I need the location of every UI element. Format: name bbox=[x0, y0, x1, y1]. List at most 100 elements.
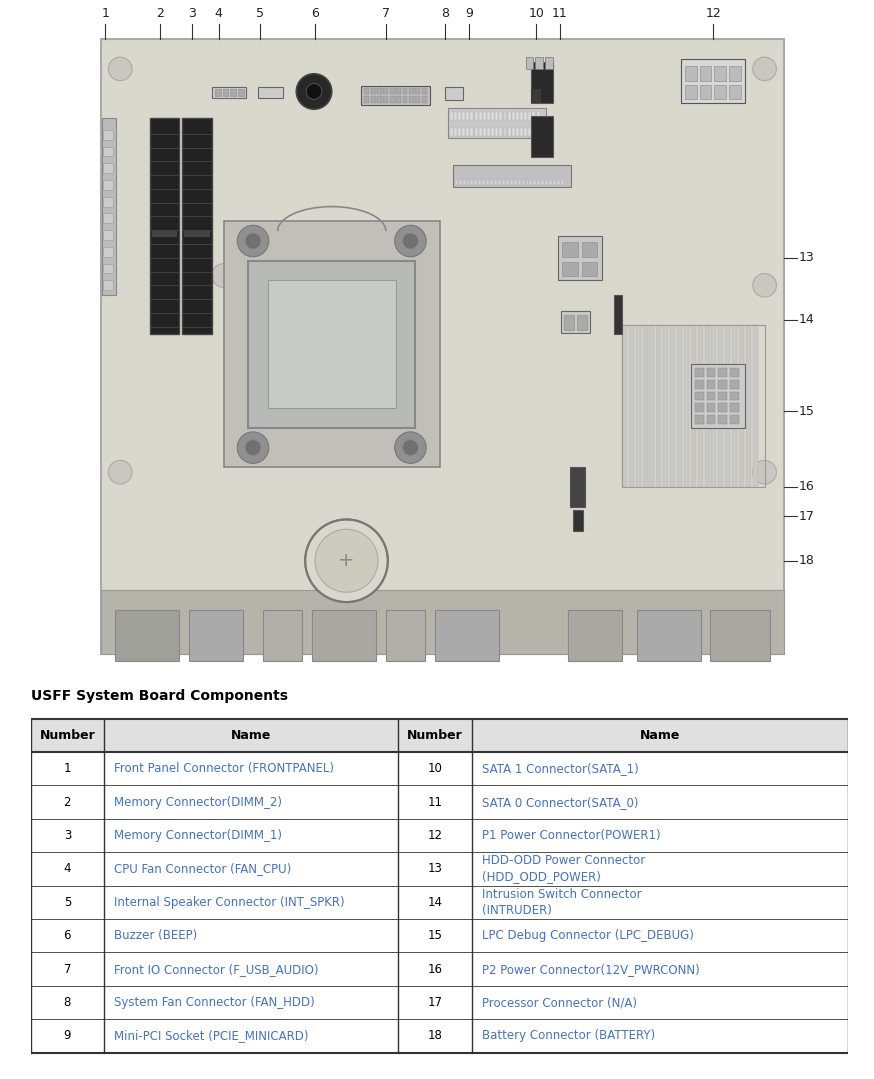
Bar bbox=[384, 96, 388, 104]
Text: 15: 15 bbox=[427, 929, 442, 942]
Bar bbox=[514, 180, 517, 185]
Text: 9: 9 bbox=[466, 6, 474, 19]
Text: 18: 18 bbox=[427, 1029, 442, 1042]
Text: Intrusion Switch Connector
(INTRUDER): Intrusion Switch Connector (INTRUDER) bbox=[482, 888, 642, 917]
Text: 2: 2 bbox=[64, 795, 71, 808]
Bar bbox=[435, 610, 499, 661]
Bar bbox=[470, 128, 474, 136]
Bar bbox=[494, 180, 497, 185]
Text: Memory Connector(DIMM_1): Memory Connector(DIMM_1) bbox=[114, 829, 282, 842]
Circle shape bbox=[246, 233, 261, 249]
Bar bbox=[462, 128, 465, 136]
Bar bbox=[103, 196, 114, 206]
Bar bbox=[711, 610, 769, 661]
Bar bbox=[467, 128, 469, 136]
Bar bbox=[524, 112, 527, 120]
Bar bbox=[642, 325, 648, 487]
Text: 9: 9 bbox=[64, 1029, 71, 1042]
Bar bbox=[267, 281, 396, 408]
Bar bbox=[396, 87, 401, 95]
Bar bbox=[103, 129, 114, 139]
Bar bbox=[396, 96, 401, 104]
Bar bbox=[533, 180, 537, 185]
Text: Memory Connector(DIMM_2): Memory Connector(DIMM_2) bbox=[114, 795, 282, 808]
Text: P2 Power Connector(12V_PWRCONN): P2 Power Connector(12V_PWRCONN) bbox=[482, 962, 699, 975]
Bar bbox=[622, 325, 765, 487]
Bar bbox=[516, 112, 519, 120]
Bar bbox=[454, 112, 457, 120]
Bar bbox=[729, 84, 741, 99]
Bar bbox=[663, 325, 669, 487]
Bar bbox=[531, 88, 541, 104]
Text: Number: Number bbox=[407, 728, 463, 742]
Bar bbox=[581, 262, 597, 276]
Text: 12: 12 bbox=[427, 829, 442, 842]
Text: 4: 4 bbox=[215, 6, 223, 19]
Circle shape bbox=[296, 73, 332, 109]
Bar bbox=[532, 128, 536, 136]
Bar bbox=[422, 96, 427, 104]
Circle shape bbox=[753, 57, 776, 81]
Bar bbox=[510, 180, 513, 185]
Bar bbox=[508, 112, 510, 120]
Bar bbox=[470, 112, 474, 120]
Text: 11: 11 bbox=[427, 795, 442, 808]
Bar bbox=[704, 325, 710, 487]
Bar bbox=[403, 96, 407, 104]
Text: Name: Name bbox=[231, 728, 272, 742]
Bar bbox=[482, 180, 485, 185]
Bar bbox=[258, 86, 282, 98]
Bar bbox=[361, 85, 430, 106]
Bar bbox=[711, 325, 717, 487]
Bar bbox=[506, 180, 509, 185]
Bar bbox=[487, 128, 490, 136]
Text: Battery Connector (BATTERY): Battery Connector (BATTERY) bbox=[482, 1029, 655, 1042]
Bar bbox=[718, 404, 727, 412]
Bar bbox=[739, 325, 744, 487]
Bar bbox=[377, 96, 382, 104]
Bar bbox=[212, 86, 246, 98]
Bar bbox=[695, 380, 704, 388]
Bar bbox=[572, 509, 583, 531]
Text: 7: 7 bbox=[382, 6, 390, 19]
Bar bbox=[384, 87, 388, 95]
Text: SATA 0 Connector(SATA_0): SATA 0 Connector(SATA_0) bbox=[482, 795, 638, 808]
Text: 1: 1 bbox=[101, 6, 109, 19]
Bar bbox=[677, 325, 682, 487]
Bar bbox=[690, 364, 745, 428]
Text: Front Panel Connector (FRONTPANEL): Front Panel Connector (FRONTPANEL) bbox=[114, 762, 334, 775]
Bar bbox=[475, 180, 477, 185]
Circle shape bbox=[753, 461, 776, 484]
Bar bbox=[714, 84, 726, 99]
Text: P1 Power Connector(POWER1): P1 Power Connector(POWER1) bbox=[482, 829, 660, 842]
Bar bbox=[564, 315, 573, 329]
Bar bbox=[103, 263, 114, 273]
Bar bbox=[706, 415, 716, 424]
Bar bbox=[364, 87, 369, 95]
Bar bbox=[549, 180, 552, 185]
Bar bbox=[458, 128, 461, 136]
Bar bbox=[224, 221, 440, 467]
Text: 5: 5 bbox=[256, 6, 264, 19]
Bar bbox=[581, 242, 597, 257]
Bar bbox=[635, 325, 641, 487]
Text: USFF System Board Components: USFF System Board Components bbox=[31, 689, 288, 704]
Bar bbox=[189, 610, 243, 661]
Bar bbox=[695, 392, 704, 400]
Text: 11: 11 bbox=[552, 6, 568, 19]
Text: Processor Connector (N/A): Processor Connector (N/A) bbox=[482, 996, 636, 1009]
Bar bbox=[628, 325, 634, 487]
Bar bbox=[557, 180, 560, 185]
Bar bbox=[31, 919, 848, 953]
Bar bbox=[577, 315, 586, 329]
Bar bbox=[536, 57, 544, 69]
Bar bbox=[532, 112, 536, 120]
Bar bbox=[729, 66, 741, 81]
Bar bbox=[656, 325, 662, 487]
Bar bbox=[718, 392, 727, 400]
Text: 1: 1 bbox=[64, 762, 71, 775]
Bar bbox=[695, 415, 704, 424]
Bar bbox=[31, 819, 848, 852]
Bar bbox=[403, 87, 407, 95]
Text: 2: 2 bbox=[156, 6, 163, 19]
